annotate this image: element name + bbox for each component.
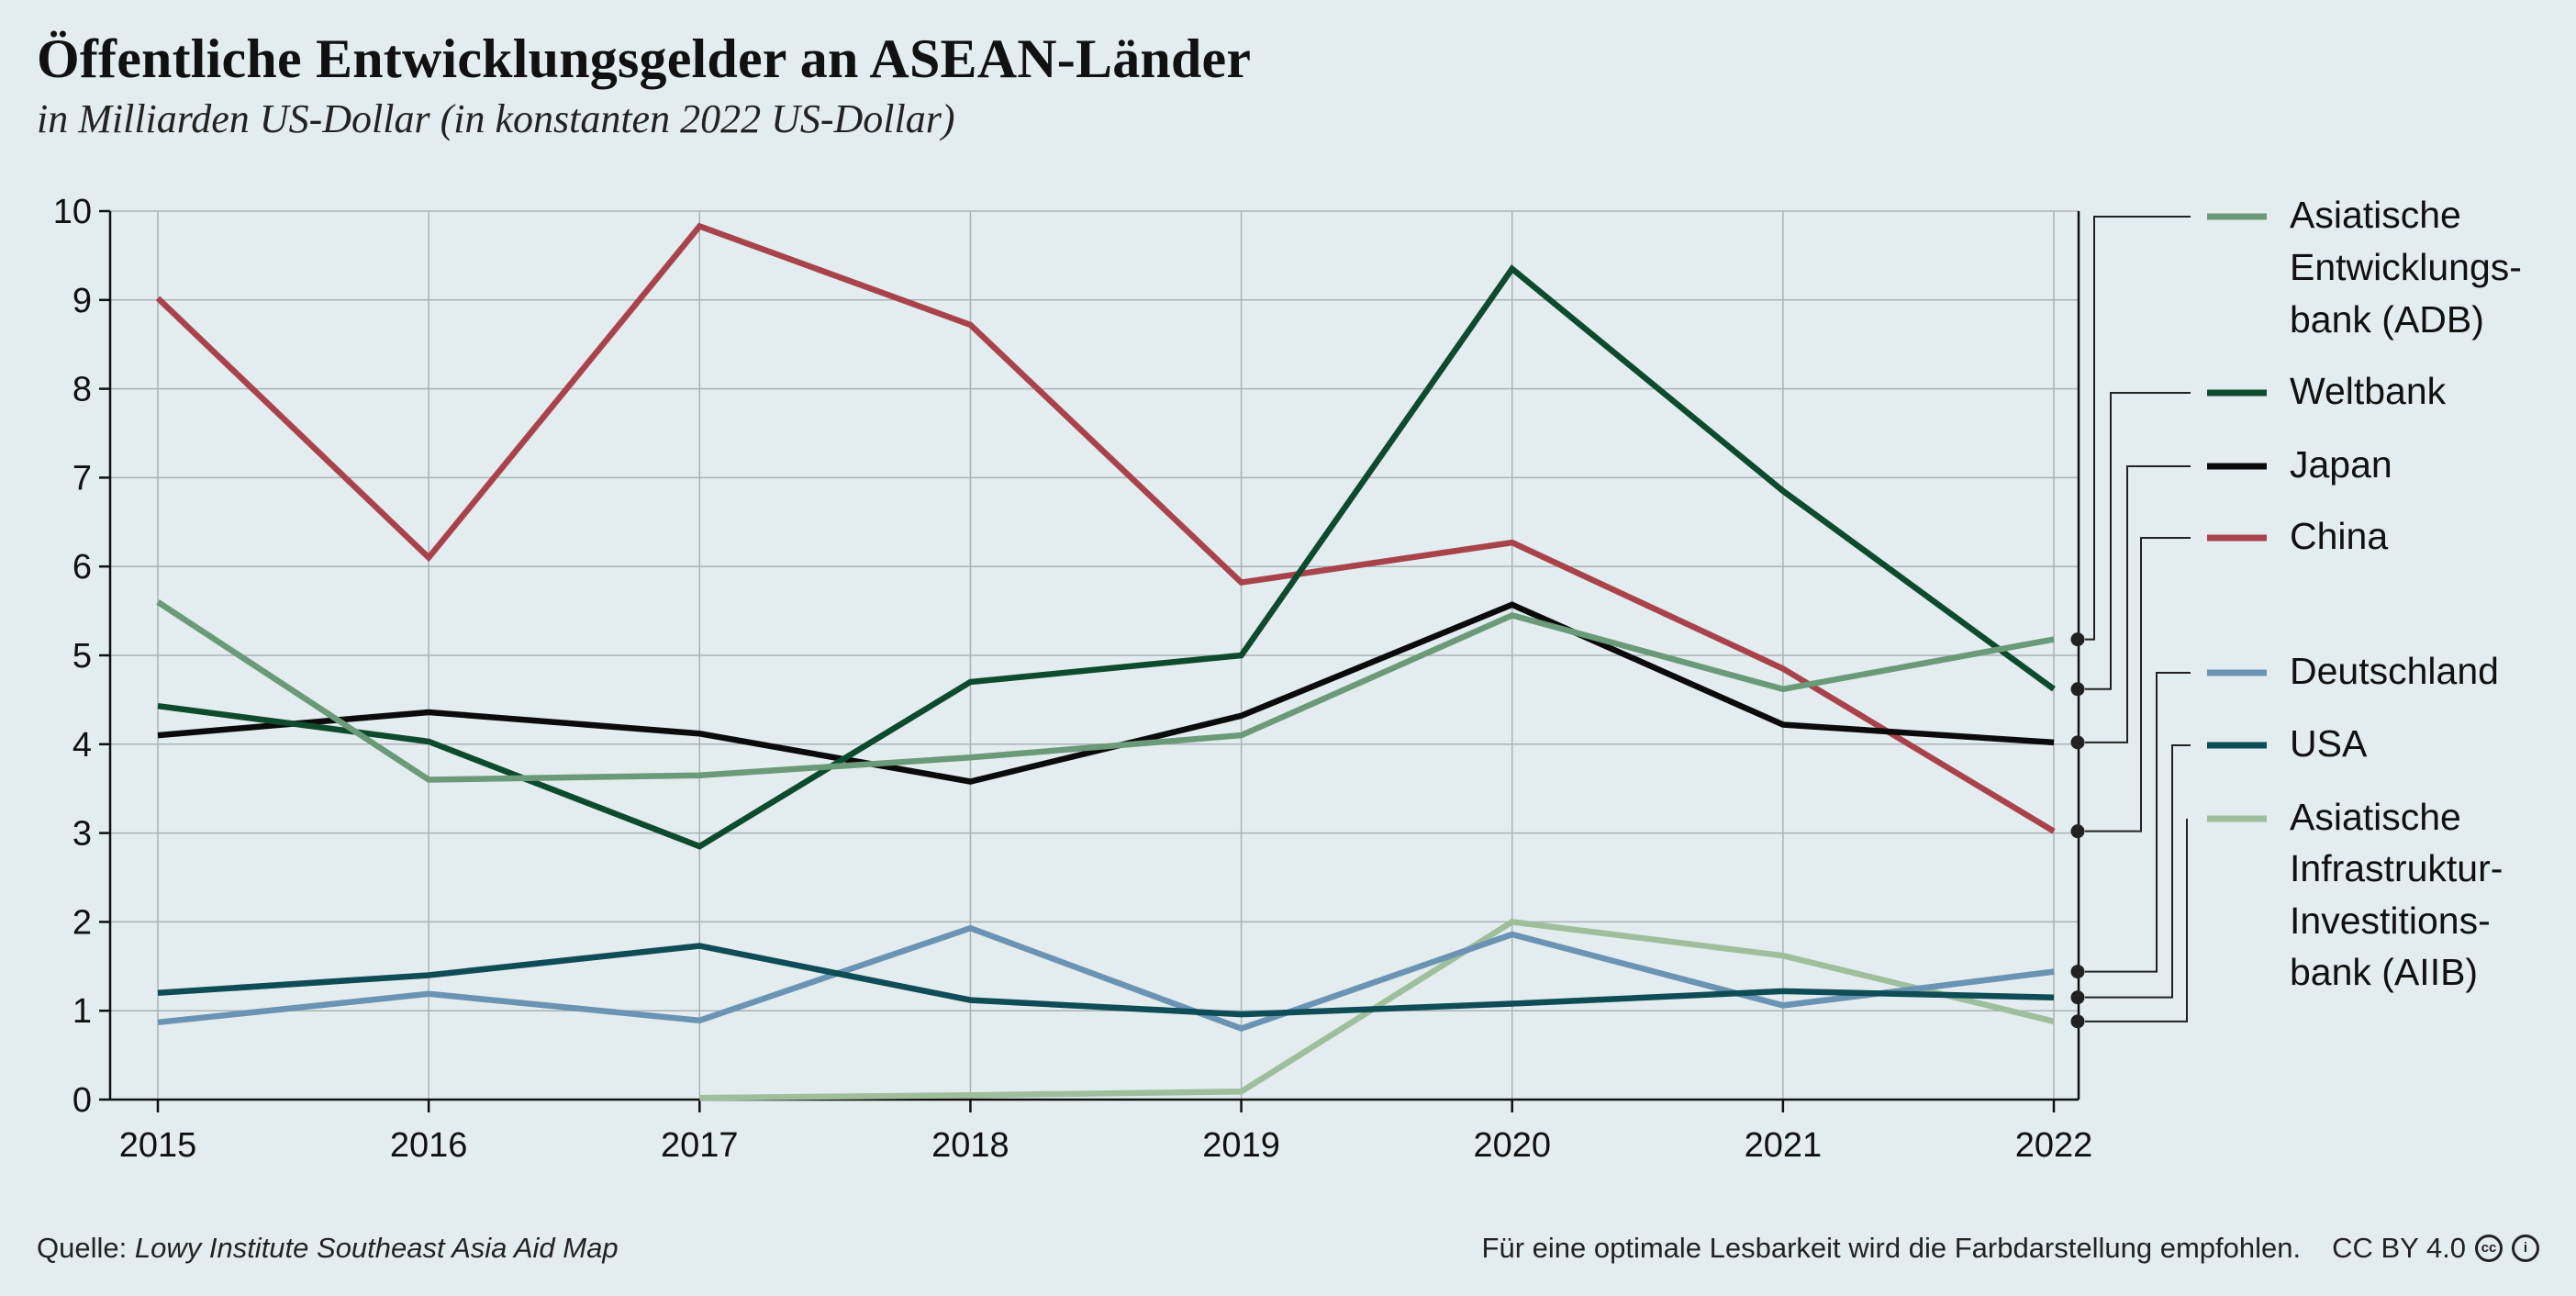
y-tick-label: 1 bbox=[72, 992, 92, 1031]
y-tick-label: 0 bbox=[72, 1081, 92, 1120]
x-tick-label: 2019 bbox=[1202, 1126, 1280, 1165]
series-line bbox=[157, 943, 2055, 1018]
legend-connector bbox=[2085, 216, 2191, 641]
y-tick-label: 2 bbox=[72, 903, 92, 942]
x-tick-label: 2022 bbox=[2015, 1126, 2093, 1165]
series-end-dot bbox=[2070, 824, 2085, 839]
legend-label: USA bbox=[2290, 722, 2368, 765]
y-tick-label: 8 bbox=[72, 371, 92, 409]
legend-connector bbox=[2085, 744, 2191, 999]
source-note: Quelle: Lowy Institute Southeast Asia Ai… bbox=[37, 1232, 619, 1265]
series-end-dot bbox=[2070, 632, 2085, 647]
legend-label: Weltbank bbox=[2290, 370, 2447, 412]
series-end-dot bbox=[2070, 1014, 2085, 1029]
series-line bbox=[157, 264, 2056, 850]
series-end-dot bbox=[2070, 990, 2085, 1005]
series-line bbox=[156, 599, 2055, 783]
x-tick-label: 2016 bbox=[390, 1126, 468, 1165]
x-tick-label: 2015 bbox=[119, 1126, 197, 1165]
y-tick-label: 9 bbox=[72, 282, 92, 320]
y-tick-label: 7 bbox=[72, 459, 92, 497]
x-tick-label: 2018 bbox=[931, 1126, 1009, 1165]
series-end-dot bbox=[2070, 682, 2085, 697]
series-end-dot bbox=[2070, 965, 2085, 979]
legend-label: bank (ADB) bbox=[2290, 298, 2484, 341]
legend-label: Entwicklungs- bbox=[2290, 246, 2522, 288]
series-line bbox=[155, 222, 2056, 834]
y-tick-label: 4 bbox=[72, 726, 92, 765]
by-icon: i bbox=[2512, 1235, 2539, 1262]
legend-label: Asiatische bbox=[2290, 194, 2461, 236]
legend-connector bbox=[2085, 537, 2191, 832]
legend-label: Infrastruktur- bbox=[2290, 847, 2503, 889]
y-tick-label: 3 bbox=[72, 815, 92, 854]
y-tick-label: 5 bbox=[72, 637, 92, 676]
legend-label: Deutschland bbox=[2290, 650, 2499, 692]
source-label: Quelle: bbox=[37, 1232, 128, 1264]
cc-icon: cc bbox=[2475, 1235, 2503, 1262]
source-name: Lowy Institute Southeast Asia Aid Map bbox=[134, 1232, 619, 1264]
legend-label: Investitions- bbox=[2290, 899, 2491, 942]
x-tick-label: 2020 bbox=[1473, 1126, 1551, 1165]
legend-connector bbox=[2085, 465, 2191, 743]
legend-label: bank (AIIB) bbox=[2290, 951, 2478, 993]
legend-connector bbox=[2085, 392, 2191, 690]
legend-connector bbox=[2085, 819, 2188, 1022]
legend-label: Japan bbox=[2290, 443, 2392, 486]
x-tick-label: 2017 bbox=[661, 1126, 739, 1165]
footer-right: Für eine optimale Lesbarkeit wird die Fa… bbox=[1482, 1232, 2539, 1265]
license-text: CC BY 4.0 bbox=[2332, 1232, 2466, 1264]
chart-subtitle: in Milliarden US-Dollar (in konstanten 2… bbox=[37, 96, 955, 141]
chart-title: Öffentliche Entwicklungsgelder an ASEAN-… bbox=[37, 28, 1252, 89]
color-note: Für eine optimale Lesbarkeit wird die Fa… bbox=[1481, 1232, 2302, 1264]
y-tick-label: 6 bbox=[72, 548, 92, 587]
series-line bbox=[157, 924, 2055, 1033]
legend-label: Asiatische bbox=[2290, 796, 2461, 838]
series-line bbox=[157, 601, 2055, 785]
series-end-dot bbox=[2070, 735, 2085, 750]
y-tick-label: 10 bbox=[53, 193, 92, 231]
legend-connector bbox=[2085, 672, 2191, 973]
legend-label: China bbox=[2290, 515, 2388, 557]
x-tick-label: 2021 bbox=[1745, 1126, 1823, 1165]
